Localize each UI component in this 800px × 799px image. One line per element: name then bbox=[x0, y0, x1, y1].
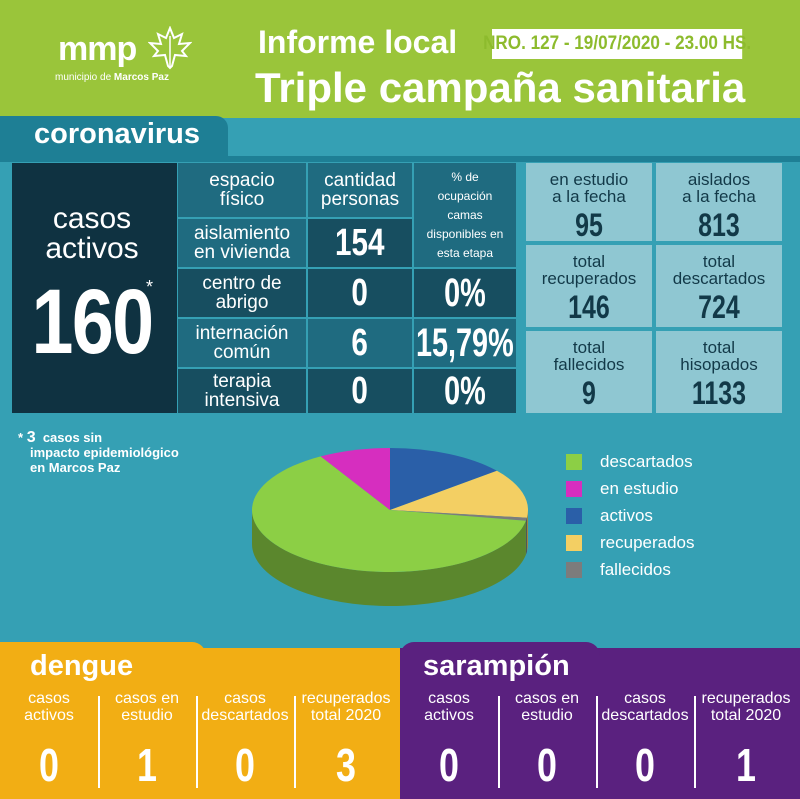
pie-slice-en-estudio bbox=[320, 448, 390, 510]
logo-text: mmp bbox=[58, 30, 137, 68]
legend-swatch-recuperados bbox=[566, 535, 582, 551]
row-terapia-count: 0 bbox=[308, 369, 412, 413]
legend-activos: activos bbox=[566, 506, 653, 526]
row-aislamiento-count: 154 bbox=[308, 219, 412, 267]
pie-slice-descartados bbox=[252, 456, 526, 572]
report-title: Triple campaña sanitaria bbox=[255, 64, 746, 111]
divider bbox=[196, 696, 198, 788]
divider bbox=[694, 696, 696, 788]
footnote: * 3 casos sin impacto epidemiológico en … bbox=[18, 429, 179, 476]
legend-swatch-fallecidos bbox=[566, 562, 582, 578]
row-internacion-place: internación común bbox=[178, 319, 306, 367]
pie-slice-recuperados bbox=[390, 470, 528, 518]
stat-en-estudio: en estudio a la fecha 95 bbox=[526, 163, 652, 243]
pie-side-recuperados bbox=[526, 510, 528, 552]
row-terapia-place: terapia intensiva bbox=[178, 369, 306, 413]
row-terapia-pct: 0% bbox=[414, 369, 516, 413]
sarampion-casos-activos: casos activos 0 bbox=[424, 690, 474, 791]
stat-fallecidos: total fallecidos 9 bbox=[526, 331, 652, 413]
cases-pie-chart bbox=[252, 448, 528, 606]
row-centro-place: centro de abrigo bbox=[178, 269, 306, 317]
coronavirus-title: coronavirus bbox=[34, 118, 200, 150]
active-cases-value: 160 bbox=[31, 271, 155, 373]
row-centro-pct: 0% bbox=[414, 269, 516, 317]
dengue-recuperados: recuperados total 2020 3 bbox=[301, 690, 391, 791]
sarampion-recuperados: recuperados total 2020 1 bbox=[701, 690, 791, 791]
sarampion-casos-descartados: casos descartados 0 bbox=[601, 690, 689, 791]
legend-swatch-en-estudio bbox=[566, 481, 582, 497]
active-cases-label: casos activos bbox=[45, 202, 139, 265]
report-number-badge: NRO. 127 - 19/07/2020 - 23.00 HS. bbox=[483, 29, 751, 59]
legend-fallecidos: fallecidos bbox=[566, 560, 671, 580]
stat-recuperados: total recuperados 146 bbox=[526, 245, 652, 327]
row-internacion-count: 6 bbox=[308, 319, 412, 367]
pie-side-descartados bbox=[252, 510, 526, 606]
header-espacio-fisico: espacio físico bbox=[178, 163, 306, 217]
row-aislamiento-place: aislamiento en vivienda bbox=[178, 219, 306, 267]
pie-side-fallecidos bbox=[525, 517, 527, 555]
dengue-tab bbox=[0, 642, 206, 692]
divider bbox=[498, 696, 500, 788]
header-cantidad-personas: cantidad personas bbox=[308, 163, 412, 217]
legend-en-estudio: en estudio bbox=[566, 479, 678, 499]
pie-slice-fallecidos bbox=[390, 510, 527, 521]
legend-descartados: descartados bbox=[566, 452, 693, 472]
coronavirus-tab bbox=[0, 116, 228, 158]
header-banner bbox=[0, 0, 800, 118]
dengue-casos-estudio: casos en estudio 1 bbox=[114, 690, 180, 791]
active-cases-footnote-mark: * bbox=[146, 277, 154, 297]
stat-aislados: aislados a la fecha 813 bbox=[656, 163, 782, 243]
legend-swatch-descartados bbox=[566, 454, 582, 470]
stat-hisopados: total hisopados 1133 bbox=[656, 331, 782, 413]
active-cases-box bbox=[12, 163, 177, 413]
maple-leaf-icon bbox=[148, 26, 192, 70]
coronavirus-band bbox=[0, 156, 800, 162]
dengue-casos-descartados: casos descartados 0 bbox=[201, 690, 289, 791]
sarampion-casos-estudio: casos en estudio 0 bbox=[514, 690, 580, 791]
row-centro-count: 0 bbox=[308, 269, 412, 317]
divider bbox=[596, 696, 598, 788]
sarampion-title: sarampión bbox=[423, 650, 570, 682]
stat-descartados: total descartados 724 bbox=[656, 245, 782, 327]
header-ocupacion-camas: % de ocupación camas disponibles en esta… bbox=[414, 163, 516, 267]
legend-recuperados: recuperados bbox=[566, 533, 695, 553]
divider bbox=[294, 696, 296, 788]
dengue-casos-activos: casos activos 0 bbox=[24, 690, 74, 791]
logo-subtitle: municipio de Marcos Paz bbox=[55, 72, 169, 83]
report-label: Informe local bbox=[258, 24, 458, 60]
pie-slice-activos bbox=[390, 448, 497, 510]
sarampion-tab bbox=[400, 642, 600, 692]
dengue-title: dengue bbox=[30, 650, 134, 682]
divider bbox=[98, 696, 100, 788]
legend-swatch-activos bbox=[566, 508, 582, 524]
row-internacion-pct: 15,79% bbox=[414, 319, 516, 367]
